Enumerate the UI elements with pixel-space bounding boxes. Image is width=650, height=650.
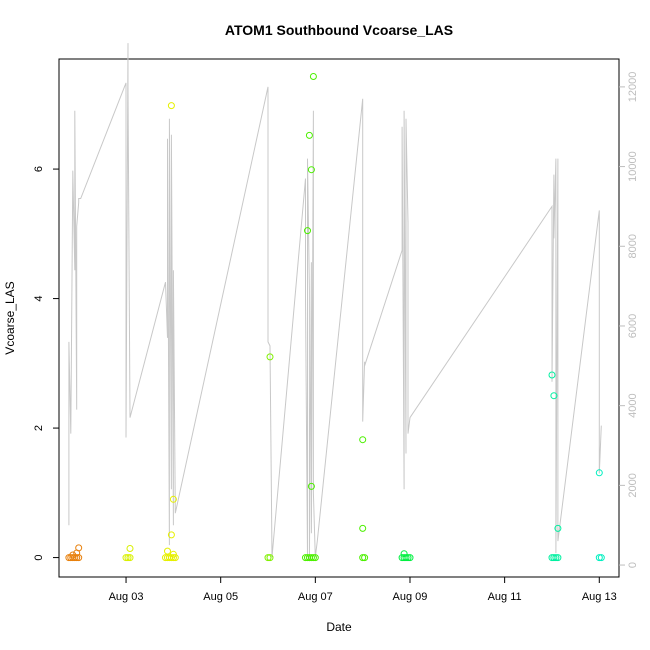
y-right-tick-label: 0 — [627, 562, 639, 568]
scatter-point — [311, 554, 319, 562]
scatter-point — [548, 371, 556, 379]
scatter-point — [307, 482, 315, 490]
scatter-point — [122, 554, 130, 562]
scatter-point — [75, 544, 83, 552]
scatter-point — [359, 554, 367, 562]
scatter-point — [264, 554, 272, 562]
scatter-point — [361, 554, 369, 562]
scatter-point — [554, 554, 562, 562]
y-right-tick-label: 6000 — [627, 314, 639, 338]
x-tick-label: Aug 13 — [582, 591, 617, 603]
scatter-point — [309, 73, 317, 80]
y-tick-label: 6 — [33, 166, 45, 172]
line-series-right — [68, 43, 602, 562]
scatter-point — [126, 554, 134, 562]
scatter-point — [402, 554, 410, 562]
scatter-point — [169, 495, 177, 503]
chart-title: ATOM1 Southbound Vcoarse_LAS — [225, 22, 453, 38]
scatter-point — [400, 550, 408, 558]
scatter-point — [169, 554, 177, 562]
scatter-point — [307, 554, 315, 562]
y-right-tick-label: 8000 — [627, 234, 639, 258]
scatter-point — [169, 550, 177, 558]
scatter-point — [359, 436, 367, 444]
y-right-tick-label: 2000 — [627, 473, 639, 497]
scatter-point — [75, 554, 83, 562]
scatter-point — [167, 102, 175, 110]
scatter-point — [307, 166, 315, 174]
scatter-point — [167, 531, 175, 539]
y-tick-label: 2 — [33, 425, 45, 431]
scatter-point — [406, 554, 414, 562]
scatter-point — [69, 551, 77, 559]
scatter-point — [124, 554, 132, 562]
y-tick-label: 0 — [33, 555, 45, 561]
scatter-points — [65, 73, 605, 562]
x-axis: Aug 03 Aug 05 Aug 07 Aug 09 Aug 11 Aug 13 — [109, 577, 617, 603]
scatter-point — [266, 554, 274, 562]
scatter-point — [126, 545, 134, 552]
scatter-point — [595, 554, 603, 562]
scatter-point — [552, 554, 560, 562]
scatter-point — [550, 554, 558, 562]
x-tick-label: Aug 09 — [393, 591, 428, 603]
scatter-point — [550, 392, 558, 400]
y-tick-label: 4 — [33, 296, 45, 302]
series-line — [68, 43, 602, 562]
scatter-point — [164, 547, 171, 555]
y-axis-right: 0 2000 4000 6000 8000 10000 12000 — [619, 72, 639, 568]
plot-area — [58, 58, 620, 578]
x-axis-label: Date — [326, 620, 352, 634]
y-right-tick-label: 4000 — [627, 393, 639, 417]
y-axis: 0 2 4 6 — [33, 166, 59, 561]
scatter-point — [554, 524, 562, 532]
x-tick-label: Aug 07 — [298, 591, 333, 603]
scatter-point — [266, 353, 274, 361]
scatter-point — [305, 131, 313, 139]
scatter-point — [309, 554, 317, 562]
scatter-point — [404, 554, 412, 562]
scatter-point — [359, 524, 367, 532]
scatter-point — [595, 469, 603, 477]
y-right-tick-label: 10000 — [627, 151, 639, 182]
y-right-tick-label: 12000 — [627, 72, 639, 103]
x-tick-label: Aug 03 — [109, 591, 144, 603]
scatter-point — [304, 227, 311, 235]
scatter-point — [597, 554, 605, 562]
x-tick-label: Aug 05 — [203, 591, 238, 603]
y-axis-label: Vcoarse_LAS — [3, 281, 17, 354]
x-tick-label: Aug 11 — [488, 591, 522, 603]
